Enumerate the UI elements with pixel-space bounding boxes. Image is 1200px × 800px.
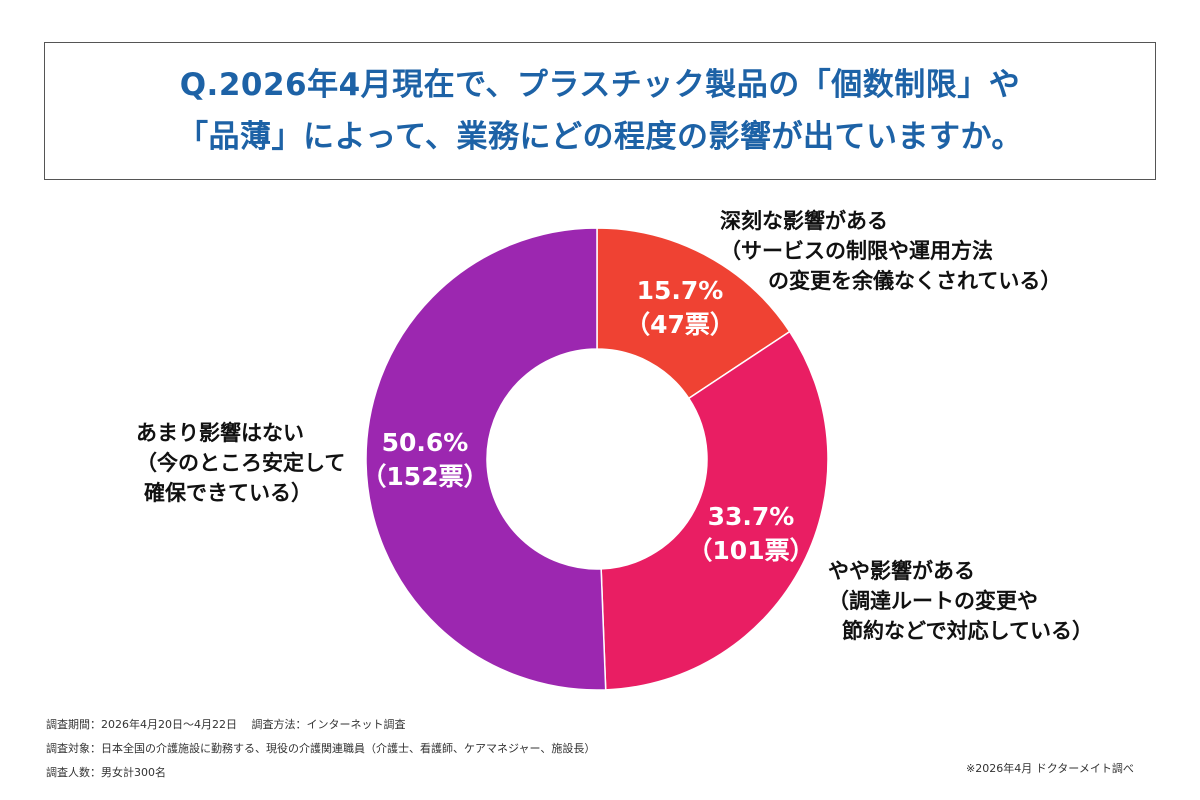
category-label-serious-line-2: （サービスの制限や運用方法 [720, 239, 993, 263]
category-label-somewhat: やや影響がある （調達ルートの変更や 節約などで対応している） [828, 556, 1093, 646]
slice-percent-serious: 15.7% [636, 276, 724, 305]
question-title-line-1: Q.2026年4月現在で、プラスチック製品の「個数制限」や [179, 67, 1021, 103]
question-title-box: Q.2026年4月現在で、プラスチック製品の「個数制限」や 「品薄」によって、業… [44, 42, 1156, 180]
slice-serious [596, 227, 791, 400]
category-label-serious-line-1: 深刻な影響がある [720, 209, 888, 233]
category-label-little-line-3: 確保できている） [144, 481, 312, 505]
slice-votes-somewhat: （101票） [687, 536, 815, 565]
slice-value-label-little: 50.6% （152票） [350, 426, 500, 494]
slice-little [365, 227, 607, 691]
category-label-serious-line-3: の変更を余儀なくされている） [768, 269, 1062, 293]
category-label-somewhat-line-1: やや影響がある [828, 559, 975, 583]
slice-percent-somewhat: 33.7% [707, 502, 795, 531]
slice-value-label-somewhat: 33.7% （101票） [676, 500, 826, 568]
question-title-line-2: 「品薄」によって、業務にどの程度の影響が出ていますか。 [177, 119, 1023, 155]
survey-target-note: 調査対象：日本全国の介護施設に勤務する、現役の介護関連職員（介護士、看護師、ケア… [46, 742, 596, 755]
category-label-serious: 深刻な影響がある （サービスの制限や運用方法 の変更を余儀なくされている） [720, 206, 1061, 296]
survey-source-note: ※2026年4月 ドクターメイト調べ [966, 762, 1134, 775]
slice-votes-serious: （47票） [625, 310, 735, 339]
slice-percent-little: 50.6% [381, 428, 469, 457]
category-label-somewhat-line-2: （調達ルートの変更や [828, 589, 1038, 613]
category-label-little: あまり影響はない （今のところ安定して 確保できている） [136, 418, 345, 508]
survey-count-note: 調査人数：男女計300名 [46, 766, 166, 779]
category-label-little-line-1: あまり影響はない [136, 421, 304, 445]
category-label-little-line-2: （今のところ安定して [136, 451, 346, 475]
category-label-somewhat-line-3: 節約などで対応している） [842, 619, 1093, 643]
slice-votes-little: （152票） [361, 462, 489, 491]
survey-period-note: 調査期間：2026年4月20日〜4月22日 調査方法：インターネット調査 [46, 718, 406, 731]
slice-value-label-serious: 15.7% （47票） [610, 274, 750, 342]
slice-somewhat [600, 330, 829, 691]
